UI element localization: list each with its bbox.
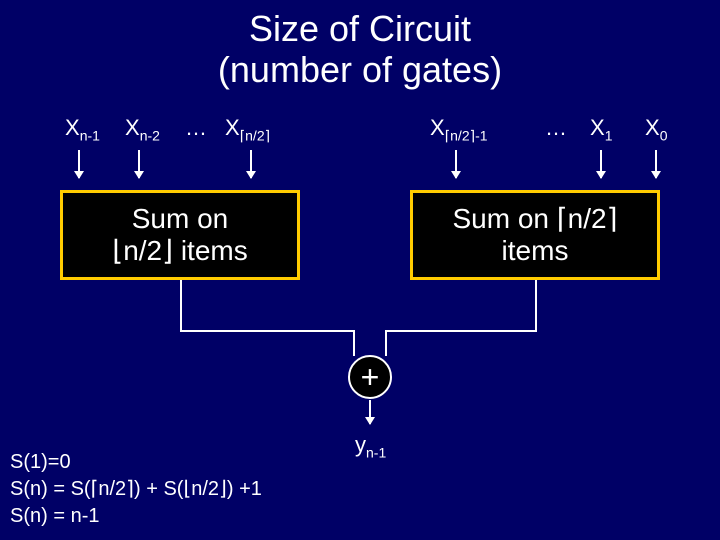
arrow-xn2 (138, 150, 140, 178)
arrow-xceilm1 (455, 150, 457, 178)
connector-left-v2 (353, 330, 355, 356)
connector-right-h (385, 330, 537, 332)
arrow-xn1 (78, 150, 80, 178)
sum-box-left: Sum on ⌊n/2⌋ items (60, 190, 300, 280)
sum-right-line2: items (413, 235, 657, 267)
slide-title: Size of Circuit (number of gates) (0, 0, 720, 91)
input-xn2: Xn-2 (125, 115, 160, 143)
title-line2: (number of gates) (0, 49, 720, 90)
title-line1: Size of Circuit (0, 8, 720, 49)
input-xceil: X⌈n/2⌉ (225, 115, 270, 144)
arrow-output (369, 400, 371, 424)
plus-gate: + (348, 355, 392, 399)
arrow-x1 (600, 150, 602, 178)
connector-right-v (535, 280, 537, 330)
sum-left-line1: Sum on (63, 203, 297, 235)
input-x0: X0 (645, 115, 667, 143)
sum-right-line1: Sum on ⌈n/2⌉ (413, 203, 657, 235)
input-x1: X1 (590, 115, 612, 143)
formula-2: S(n) = S(⌈n/2⌉) + S(⌊n/2⌋) +1 (10, 476, 262, 503)
input-xceilm1: X⌈n/2⌉-1 (430, 115, 488, 144)
input-dots1: … (185, 115, 207, 141)
connector-left-h (180, 330, 355, 332)
output-label: yn-1 (355, 432, 386, 460)
plus-symbol: + (361, 361, 380, 393)
connector-left-v (180, 280, 182, 330)
formula-1: S(1)=0 (10, 449, 262, 476)
connector-right-v2 (385, 330, 387, 356)
sum-left-line2: ⌊n/2⌋ items (63, 235, 297, 267)
input-xn1: Xn-1 (65, 115, 100, 143)
formula-3: S(n) = n-1 (10, 503, 262, 530)
sum-box-right: Sum on ⌈n/2⌉ items (410, 190, 660, 280)
arrow-xceil (250, 150, 252, 178)
formulas: S(1)=0 S(n) = S(⌈n/2⌉) + S(⌊n/2⌋) +1 S(n… (10, 449, 262, 530)
input-dots2: … (545, 115, 567, 141)
arrow-x0 (655, 150, 657, 178)
